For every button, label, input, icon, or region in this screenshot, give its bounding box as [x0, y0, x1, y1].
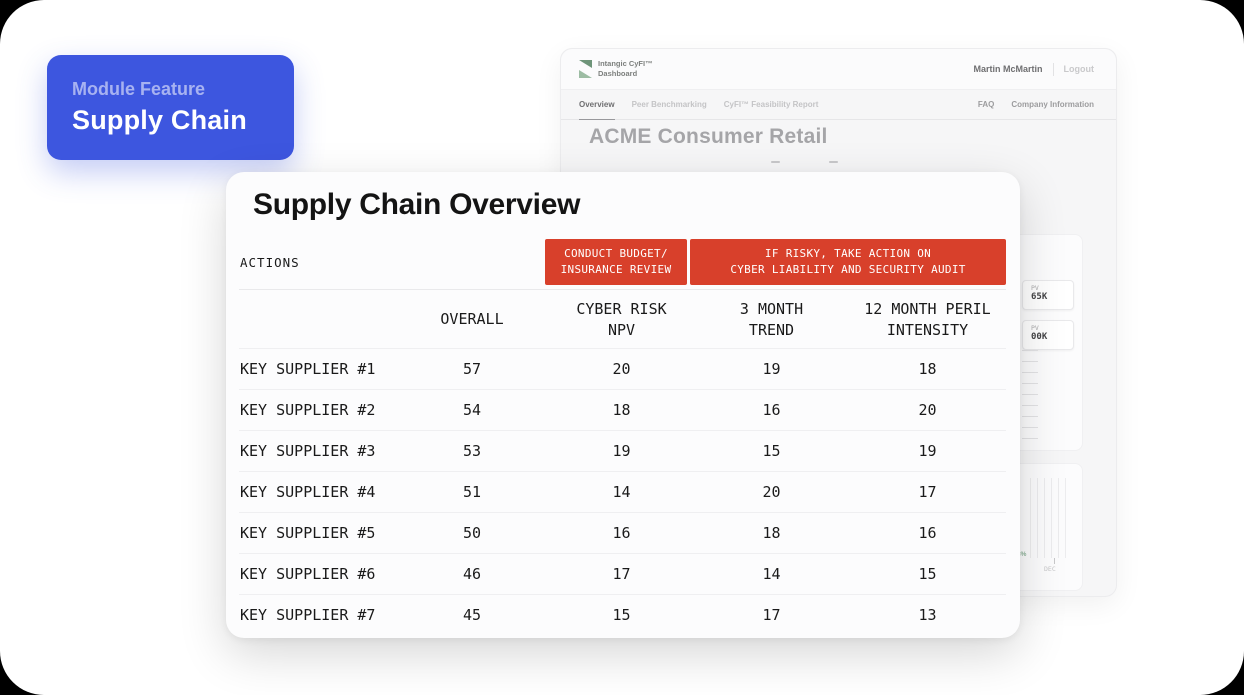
cell-12-month-peril: 13: [918, 605, 937, 624]
cell-cyber-risk-npv: 17: [612, 564, 631, 583]
cell-3-month-trend: 18: [762, 523, 781, 542]
npv-stat-badge: PV 65K: [1022, 280, 1074, 310]
feature-title: Supply Chain: [72, 105, 247, 135]
action-cyber-liability-audit-button[interactable]: IF RISKY, TAKE ACTION ON CYBER LIABILITY…: [690, 239, 1006, 285]
actions-row: ACTIONS CONDUCT BUDGET/ INSURANCE REVIEW…: [240, 238, 1006, 286]
table-row-supplier-6: KEY SUPPLIER #6 46 17 14 15: [239, 553, 1006, 594]
row-separator: [239, 553, 1006, 554]
dashboard-page-title: ACME Consumer Retail: [589, 125, 828, 148]
cell-overall: 46: [462, 564, 482, 583]
cell-cyber-risk-npv: 15: [612, 605, 631, 624]
row-label: KEY SUPPLIER #4: [240, 482, 376, 501]
stat-value: 65K: [1031, 292, 1048, 302]
column-header-3-month-trend: 3 MONTH TREND: [739, 299, 804, 339]
stat-label: PV: [1031, 324, 1039, 332]
cell-cyber-risk-npv: 19: [612, 441, 631, 460]
faded-dash: [771, 161, 780, 163]
stat-value: 00K: [1031, 332, 1048, 342]
cell-cyber-risk-npv: 16: [612, 523, 631, 542]
brand-line2: Dashboard: [598, 68, 638, 78]
row-label: KEY SUPPLIER #6: [240, 564, 376, 583]
cell-overall: 45: [462, 605, 482, 624]
nav-tab-peer-benchmarking[interactable]: Peer Benchmarking: [631, 99, 707, 109]
column-header-12-month-peril: 12 MONTH PERIL INTENSITY: [864, 299, 991, 339]
cell-overall: 54: [462, 400, 482, 419]
table-row-supplier-1: KEY SUPPLIER #1 57 20 19 18: [239, 348, 1006, 389]
row-label: KEY SUPPLIER #2: [240, 400, 376, 419]
nav-link-faq[interactable]: FAQ: [977, 99, 995, 109]
cell-12-month-peril: 16: [918, 523, 937, 542]
cell-12-month-peril: 20: [918, 400, 937, 419]
cell-cyber-risk-npv: 20: [612, 359, 631, 378]
row-separator: [239, 471, 1006, 472]
cell-3-month-trend: 15: [762, 441, 781, 460]
row-separator: [239, 512, 1006, 513]
cell-3-month-trend: 17: [762, 605, 781, 624]
card-title: Supply Chain Overview: [253, 188, 581, 221]
feature-eyebrow: Module Feature: [72, 79, 206, 99]
actions-label: ACTIONS: [240, 254, 300, 270]
nav-link-company-information[interactable]: Company Information: [1011, 99, 1094, 109]
module-feature-badge: Module Feature Supply Chain: [47, 55, 294, 160]
column-header-cyber-risk-npv: CYBER RISK NPV: [576, 299, 667, 339]
nav-tab-overview[interactable]: Overview: [579, 99, 615, 120]
chart-x-label: DEC: [1044, 565, 1056, 573]
cell-12-month-peril: 19: [918, 441, 937, 460]
row-label: KEY SUPPLIER #7: [240, 605, 376, 624]
column-header-overall: OVERALL: [440, 310, 504, 328]
brand-text: Intangic CyFI™ Dashboard: [598, 59, 653, 79]
cell-12-month-peril: 17: [918, 482, 937, 501]
row-separator: [239, 348, 1006, 349]
cell-3-month-trend: 20: [762, 482, 781, 501]
faded-dash: [829, 161, 838, 163]
action-conduct-budget-review-button[interactable]: CONDUCT BUDGET/ INSURANCE REVIEW: [545, 239, 687, 285]
supply-chain-overview-card: Supply Chain Overview ACTIONS CONDUCT BU…: [226, 172, 1020, 638]
table-header-row: OVERALL CYBER RISK NPV 3 MONTH TREND 12 …: [239, 291, 1006, 348]
cell-3-month-trend: 16: [762, 400, 781, 419]
table-row-supplier-5: KEY SUPPLIER #5 50 16 18 16: [239, 512, 1006, 553]
user-area: Martin McMartin Logout: [973, 49, 1094, 89]
brand: Intangic CyFI™ Dashboard: [579, 59, 653, 79]
logout-link[interactable]: Logout: [1063, 64, 1095, 74]
chart-x-tick: [1054, 558, 1055, 564]
table-row-supplier-4: KEY SUPPLIER #4 51 14 20 17: [239, 471, 1006, 512]
row-label: KEY SUPPLIER #3: [240, 441, 376, 460]
nav-tab-feasibility-report[interactable]: CyFI™ Feasibility Report: [723, 99, 819, 109]
row-label: KEY SUPPLIER #1: [240, 359, 376, 378]
cell-12-month-peril: 18: [918, 359, 937, 378]
row-label: KEY SUPPLIER #5: [240, 523, 376, 542]
axis-tick-marks: [1022, 350, 1038, 446]
cell-12-month-peril: 15: [918, 564, 937, 583]
row-separator: [239, 389, 1006, 390]
cell-overall: 51: [462, 482, 482, 501]
table-row-supplier-7: KEY SUPPLIER #7 45 15 17 13: [239, 594, 1006, 635]
cell-3-month-trend: 14: [762, 564, 781, 583]
cell-cyber-risk-npv: 18: [612, 400, 631, 419]
table-row-supplier-3: KEY SUPPLIER #3 53 19 15 19: [239, 430, 1006, 471]
table-row-supplier-2: KEY SUPPLIER #2 54 18 16 20: [239, 389, 1006, 430]
intangic-logo-icon: [579, 59, 592, 78]
user-name: Martin McMartin: [973, 64, 1043, 74]
table-top-divider: [239, 289, 1006, 290]
cell-overall: 57: [462, 359, 482, 378]
dashboard-header: Intangic CyFI™ Dashboard Martin McMartin…: [561, 49, 1116, 90]
chart-gridlines: [1030, 478, 1066, 558]
brand-line1: Intangic CyFI™: [598, 59, 653, 68]
chart-value-label: 8%: [1017, 551, 1027, 558]
row-separator: [239, 594, 1006, 595]
cell-overall: 50: [462, 523, 482, 542]
header-divider: [1052, 62, 1054, 76]
cell-overall: 53: [462, 441, 482, 460]
stat-label: PV: [1031, 284, 1039, 292]
dashboard-nav: Overview Peer Benchmarking CyFI™ Feasibi…: [561, 89, 1116, 120]
cell-cyber-risk-npv: 14: [612, 482, 631, 501]
row-separator: [239, 430, 1006, 431]
cell-3-month-trend: 19: [762, 359, 781, 378]
npv-stat-badge: PV 00K: [1022, 320, 1074, 350]
